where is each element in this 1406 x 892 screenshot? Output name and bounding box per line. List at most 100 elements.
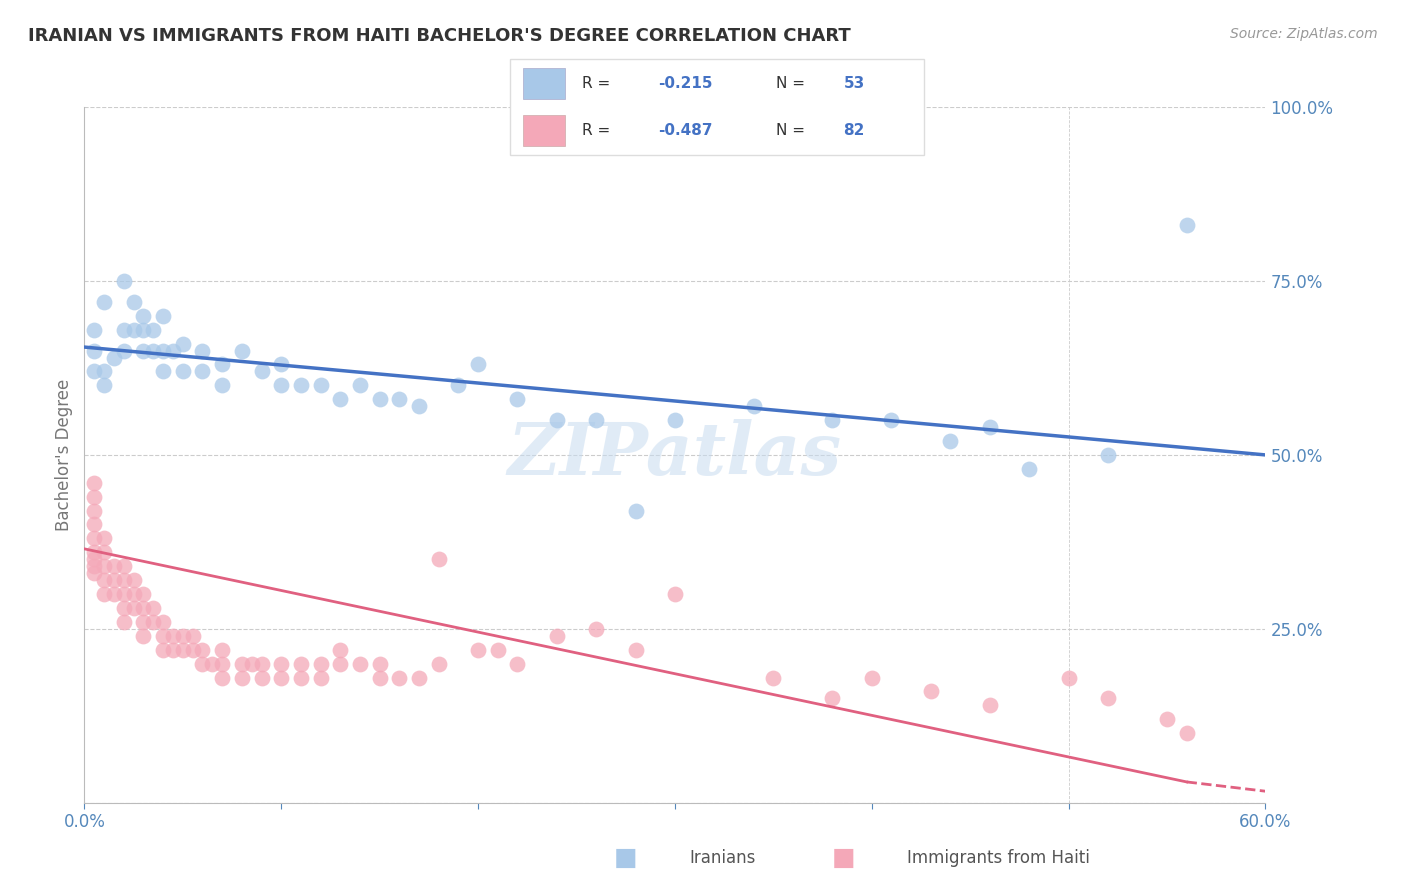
- Point: [664, 587, 686, 601]
- Point: [1175, 726, 1198, 740]
- Point: [270, 657, 292, 671]
- Bar: [523, 115, 565, 146]
- Point: [231, 657, 253, 671]
- Text: Immigrants from Haiti: Immigrants from Haiti: [907, 849, 1090, 867]
- Text: -0.487: -0.487: [658, 123, 713, 138]
- Point: [368, 392, 391, 407]
- Text: ■: ■: [832, 847, 855, 870]
- Point: [122, 323, 145, 337]
- Point: [132, 343, 155, 358]
- Point: [83, 323, 105, 337]
- Point: [201, 657, 224, 671]
- Point: [103, 573, 125, 587]
- Point: [112, 343, 135, 358]
- Point: [132, 615, 155, 629]
- Point: [860, 671, 883, 685]
- Point: [349, 657, 371, 671]
- Point: [162, 343, 184, 358]
- Point: [211, 657, 233, 671]
- Point: [93, 573, 115, 587]
- Point: [250, 657, 273, 671]
- Point: [112, 573, 135, 587]
- Point: [979, 420, 1001, 434]
- Point: [546, 413, 568, 427]
- Point: [250, 364, 273, 378]
- Point: [270, 378, 292, 392]
- Point: [122, 294, 145, 309]
- Point: [309, 657, 332, 671]
- Point: [83, 566, 105, 581]
- Point: [250, 671, 273, 685]
- Point: [664, 413, 686, 427]
- Point: [93, 364, 115, 378]
- Point: [368, 671, 391, 685]
- Point: [427, 657, 450, 671]
- Text: N =: N =: [776, 123, 810, 138]
- Point: [329, 657, 352, 671]
- Point: [309, 378, 332, 392]
- Text: Source: ZipAtlas.com: Source: ZipAtlas.com: [1230, 27, 1378, 41]
- Point: [1175, 219, 1198, 233]
- Point: [939, 434, 962, 448]
- Point: [309, 671, 332, 685]
- Point: [821, 413, 844, 427]
- Point: [83, 552, 105, 566]
- Point: [112, 559, 135, 574]
- Point: [329, 392, 352, 407]
- Point: [142, 601, 165, 615]
- Text: -0.215: -0.215: [658, 76, 713, 91]
- Point: [122, 601, 145, 615]
- Point: [93, 545, 115, 559]
- Text: ■: ■: [614, 847, 637, 870]
- Point: [467, 358, 489, 372]
- Y-axis label: Bachelor's Degree: Bachelor's Degree: [55, 379, 73, 531]
- Point: [427, 552, 450, 566]
- Point: [162, 629, 184, 643]
- Point: [93, 532, 115, 546]
- Point: [122, 573, 145, 587]
- Text: 53: 53: [844, 76, 865, 91]
- Text: IRANIAN VS IMMIGRANTS FROM HAITI BACHELOR'S DEGREE CORRELATION CHART: IRANIAN VS IMMIGRANTS FROM HAITI BACHELO…: [28, 27, 851, 45]
- Point: [152, 642, 174, 657]
- Point: [152, 629, 174, 643]
- Point: [132, 601, 155, 615]
- Point: [880, 413, 903, 427]
- Point: [93, 559, 115, 574]
- Point: [93, 378, 115, 392]
- Point: [240, 657, 263, 671]
- Point: [467, 642, 489, 657]
- Point: [83, 475, 105, 490]
- Point: [231, 343, 253, 358]
- Point: [290, 657, 312, 671]
- Bar: [523, 68, 565, 99]
- Point: [821, 691, 844, 706]
- Point: [83, 517, 105, 532]
- Point: [191, 657, 214, 671]
- Point: [142, 343, 165, 358]
- Point: [1097, 691, 1119, 706]
- Point: [103, 559, 125, 574]
- Point: [191, 642, 214, 657]
- Point: [162, 642, 184, 657]
- Point: [152, 615, 174, 629]
- Point: [329, 642, 352, 657]
- Point: [506, 392, 529, 407]
- Point: [83, 364, 105, 378]
- Point: [152, 309, 174, 323]
- Point: [112, 323, 135, 337]
- Point: [211, 358, 233, 372]
- Point: [546, 629, 568, 643]
- FancyBboxPatch shape: [510, 59, 924, 155]
- Point: [172, 629, 194, 643]
- Point: [349, 378, 371, 392]
- Point: [83, 532, 105, 546]
- Point: [83, 490, 105, 504]
- Point: [408, 399, 430, 413]
- Point: [447, 378, 470, 392]
- Point: [103, 587, 125, 601]
- Point: [93, 587, 115, 601]
- Point: [93, 294, 115, 309]
- Point: [132, 309, 155, 323]
- Point: [270, 671, 292, 685]
- Point: [83, 343, 105, 358]
